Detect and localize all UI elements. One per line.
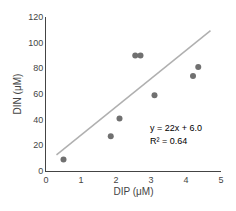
- svg-text:y = 22x + 6.0: y = 22x + 6.0: [150, 123, 202, 133]
- svg-text:0: 0: [38, 166, 43, 176]
- svg-text:2: 2: [113, 175, 118, 185]
- svg-text:1: 1: [78, 175, 83, 185]
- svg-text:20: 20: [33, 140, 43, 150]
- svg-text:3: 3: [148, 175, 153, 185]
- svg-text:DIP (μM): DIP (μM): [113, 186, 153, 197]
- svg-text:R² = 0.64: R² = 0.64: [150, 136, 187, 146]
- svg-text:0: 0: [43, 175, 48, 185]
- svg-text:60: 60: [33, 89, 43, 99]
- svg-text:40: 40: [33, 115, 43, 125]
- svg-text:DIN (μM): DIN (μM): [12, 74, 23, 115]
- svg-text:80: 80: [33, 63, 43, 73]
- svg-text:5: 5: [218, 175, 223, 185]
- svg-text:100: 100: [28, 38, 43, 48]
- svg-text:4: 4: [183, 175, 188, 185]
- svg-text:120: 120: [28, 12, 43, 22]
